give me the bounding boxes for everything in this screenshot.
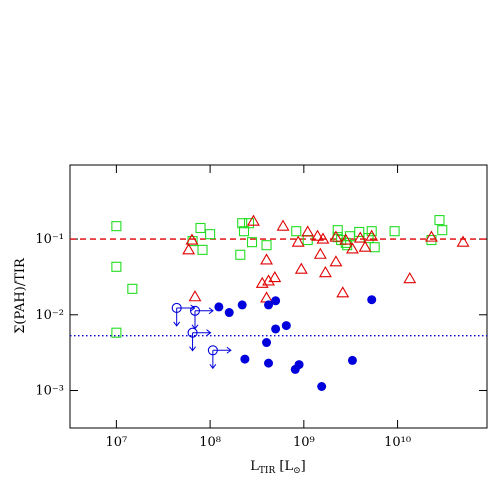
limit-arrow-head [206,329,212,337]
limit-arrow-head [173,321,181,327]
triangle-marker [425,230,438,242]
x-label-part: ⊙ [293,466,301,476]
circle-marker [264,300,274,310]
triangle-marker [329,255,343,267]
x-tick-label: 10⁷ [105,435,127,450]
triangle-marker [268,270,282,283]
circle-marker [262,338,272,348]
circle-marker [224,308,234,318]
square-marker [195,222,206,234]
square-marker [111,327,122,338]
limit-arrow-head [226,346,232,354]
triangle-marker [262,274,275,286]
circle-marker [240,354,250,364]
triangle-marker [291,235,305,247]
square-marker [127,283,138,294]
x-label-part: TIR [259,466,276,476]
triangle-marker [329,230,343,242]
y-tick-label: 10⁻² [35,308,64,323]
circle-marker [347,355,357,365]
triangle-marker [246,214,260,226]
triangle-marker [182,243,196,255]
triangle-marker [358,240,372,252]
square-marker [302,235,313,246]
x-label-part: [L [275,459,293,474]
square-marker [243,218,255,229]
square-marker [205,229,216,240]
x-tick-label: 10⁹ [293,435,315,450]
limit-arrow-head [190,304,196,312]
circle-marker [317,382,327,392]
triangle-marker [301,225,315,237]
circle-marker [264,358,274,368]
triangle-marker [345,242,359,254]
triangle-marker [260,253,273,265]
plot-frame [69,164,488,429]
square-marker [389,226,400,237]
circle-marker [294,360,304,370]
y-axis-label: Σ(PAH)/TIR [13,257,28,334]
square-marker [111,261,122,272]
triangle-marker [255,276,269,288]
square-marker [434,215,445,226]
x-label-part: L [250,459,259,474]
x-tick-label: 10¹⁰ [384,435,411,450]
triangle-marker [336,286,350,298]
triangle-marker [403,272,417,284]
circle-marker [367,295,377,305]
y-tick-label: 10⁻¹ [35,232,64,247]
square-marker [354,226,365,238]
triangle-marker [365,229,379,241]
square-marker [291,226,302,237]
triangle-marker [456,235,470,247]
open-circle-marker [187,327,198,338]
square-marker [197,244,208,255]
square-marker [246,237,258,248]
limit-arrow-head [209,363,217,370]
open-circle-marker [189,305,201,316]
square-marker [437,225,448,236]
circle-marker [271,296,281,306]
limit-arrow-head [189,346,196,352]
triangle-marker [353,231,367,243]
square-marker [366,226,377,237]
triangle-marker [260,291,273,303]
circle-marker [271,324,281,334]
square-marker [369,242,380,253]
square-marker [261,240,272,251]
circle-marker [237,300,247,310]
x-label-part: ] [301,459,306,474]
limit-arrow-head [208,307,214,315]
triangle-marker [318,266,332,278]
x-tick-label: 10⁸ [199,435,221,450]
triangle-marker [294,262,308,274]
open-circle-marker [207,345,218,356]
square-marker [111,221,122,232]
circle-marker [214,302,224,312]
square-marker [235,249,246,260]
triangle-marker [188,290,202,302]
circle-marker [281,321,291,331]
triangle-marker [339,233,353,245]
open-circle-marker [171,302,182,314]
x-axis-label: LTIR [L⊙] [250,459,305,476]
y-tick-label: 10⁻³ [35,384,64,399]
triangle-marker [313,247,327,259]
triangle-marker [316,232,330,244]
triangle-marker [276,219,290,231]
triangle-marker [311,229,324,241]
triangle-marker [185,233,199,245]
square-marker [237,218,248,229]
